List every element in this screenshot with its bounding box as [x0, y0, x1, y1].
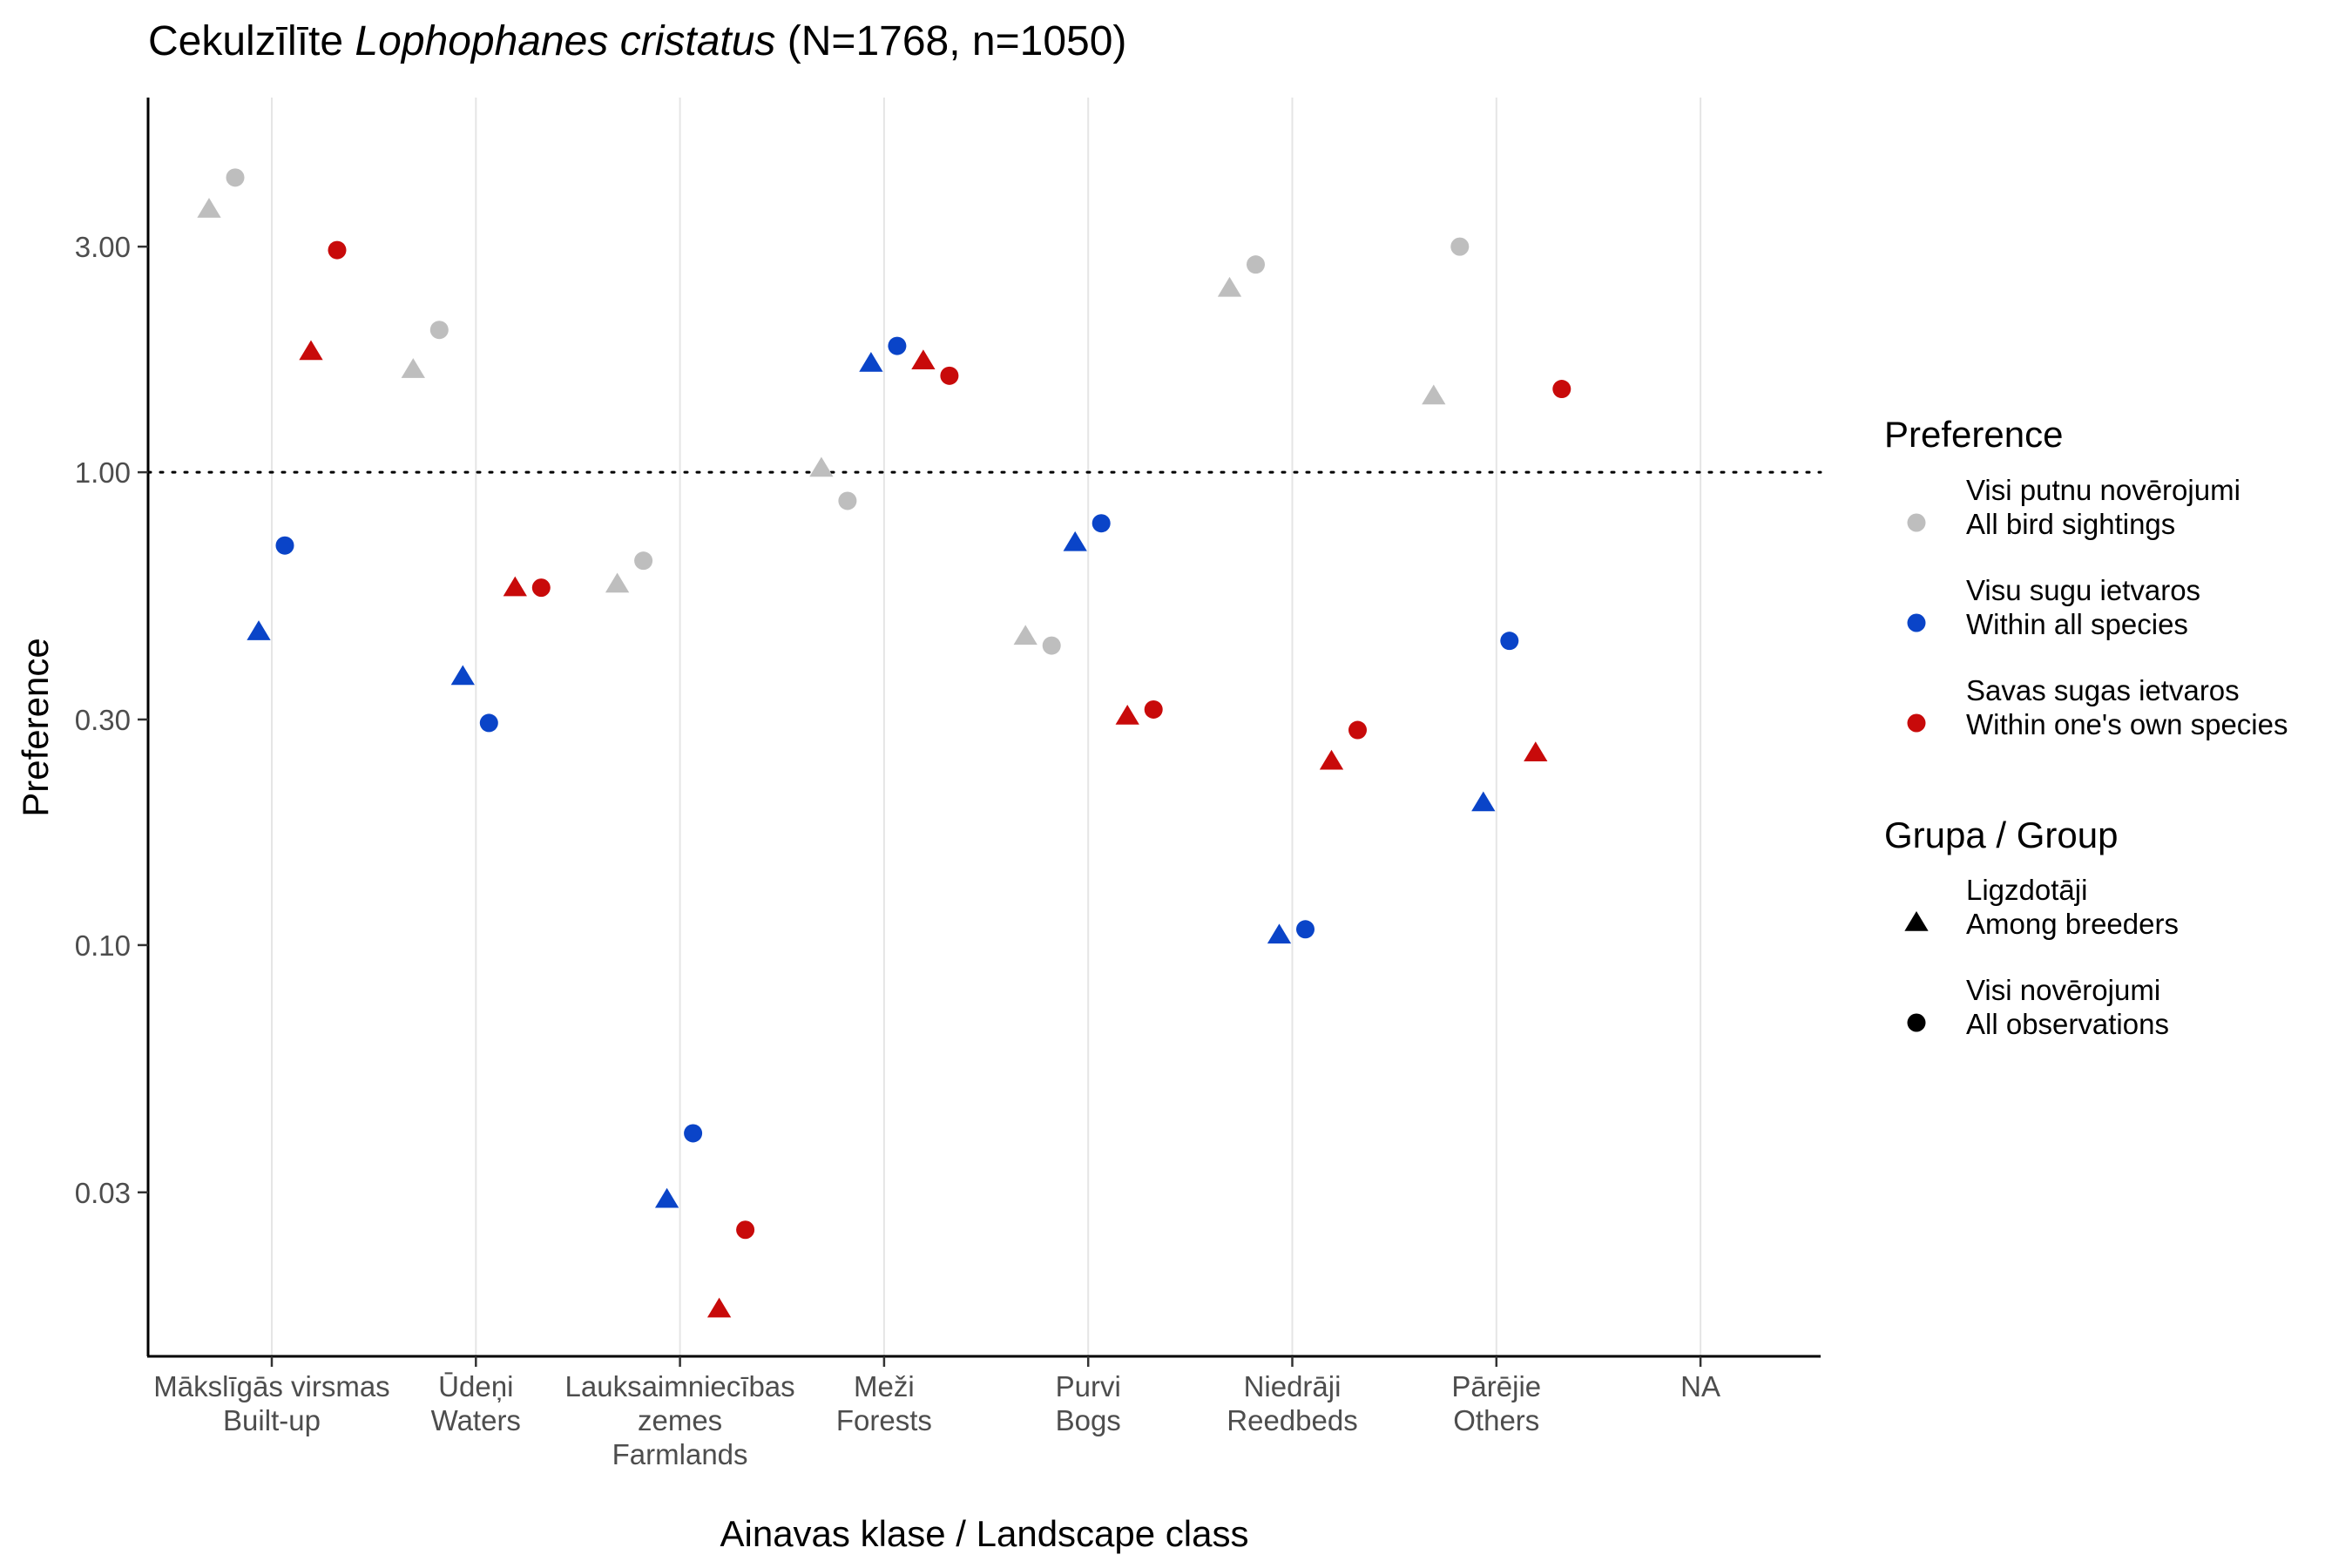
- triangle-point: [1319, 749, 1344, 770]
- legend-label: Within all species: [1966, 608, 2188, 640]
- circle-point: [634, 551, 653, 571]
- triangle-point: [450, 665, 475, 686]
- triangle-point: [1063, 531, 1087, 551]
- y-tick-label: 3.00: [75, 231, 131, 263]
- legend-key-circle: [1907, 513, 1926, 532]
- circle-point: [226, 168, 245, 187]
- x-tick-label: Purvi: [1056, 1370, 1121, 1402]
- triangle-point: [1267, 923, 1292, 944]
- triangle-point: [605, 572, 630, 593]
- x-tick-label: zemes: [638, 1404, 722, 1436]
- x-tick-label: Farmlands: [612, 1438, 748, 1470]
- legend-key-circle: [1907, 713, 1926, 733]
- triangle-point: [1471, 791, 1496, 812]
- triangle-point: [1422, 384, 1446, 405]
- y-axis-ticks: 0.03 0.10 0.30 1.00 3.00: [75, 231, 148, 1209]
- triangle-point: [197, 198, 221, 218]
- circle-point: [1247, 255, 1265, 274]
- legend-label: All bird sightings: [1966, 508, 2175, 540]
- data-points: [197, 168, 1571, 1318]
- triangle-point: [1217, 276, 1242, 297]
- circle-point: [1348, 720, 1367, 740]
- x-tick-label: Waters: [431, 1404, 521, 1436]
- triangle-point: [911, 349, 936, 370]
- legend-label: All observations: [1966, 1008, 2169, 1040]
- triangle-point: [809, 456, 834, 477]
- legend-title-group: Grupa / Group: [1884, 814, 2118, 855]
- x-tick-label: Reedbeds: [1227, 1404, 1357, 1436]
- legend-label: Ligzdotāji: [1966, 874, 2087, 906]
- triangle-point: [247, 620, 271, 640]
- triangle-point: [706, 1297, 732, 1318]
- legend-label: Visi putnu novērojumi: [1966, 474, 2240, 506]
- y-tick-label: 0.03: [75, 1177, 131, 1209]
- y-tick-label: 0.10: [75, 929, 131, 962]
- circle-point: [940, 366, 959, 385]
- x-tick-label: Mākslīgās virsmas: [153, 1370, 389, 1402]
- legend-title-preference: Preference: [1884, 414, 2063, 455]
- legend-key-circle: [1907, 613, 1926, 632]
- y-tick-label: 1.00: [75, 456, 131, 489]
- triangle-point: [401, 358, 425, 378]
- circle-point: [1144, 700, 1163, 719]
- circle-point: [838, 491, 857, 510]
- title-suffix: (N=1768, n=1050): [775, 18, 1126, 64]
- circle-point: [1042, 636, 1061, 655]
- x-tick-label: Ūdeņi: [438, 1370, 513, 1402]
- circle-point: [1552, 380, 1571, 399]
- x-tick-label: Pārējie: [1451, 1370, 1541, 1402]
- y-axis-title: Preference: [15, 638, 56, 816]
- x-tick-label: Built-up: [223, 1404, 321, 1436]
- x-tick-label: Lauksaimniecības: [565, 1370, 795, 1402]
- x-tick-label: Meži: [854, 1370, 915, 1402]
- circle-point: [1450, 237, 1470, 256]
- title-plain: Cekulzīlīte: [148, 18, 355, 64]
- circle-point: [1500, 632, 1519, 651]
- x-tick-label: Bogs: [1056, 1404, 1121, 1436]
- circle-point: [1092, 514, 1111, 533]
- y-tick-label: 0.30: [75, 704, 131, 736]
- circle-point: [736, 1220, 755, 1240]
- legend-label: Savas sugas ietvaros: [1966, 674, 2240, 706]
- triangle-point: [1524, 741, 1548, 762]
- circle-point: [275, 536, 294, 555]
- triangle-point: [1115, 705, 1139, 725]
- legend-key-circle: [1907, 1013, 1926, 1032]
- circle-point: [429, 321, 449, 340]
- gridlines: [271, 98, 1702, 1356]
- circle-point: [328, 240, 347, 260]
- triangle-point: [654, 1187, 679, 1208]
- legend-label: Visu sugu ietvaros: [1966, 574, 2200, 606]
- legend-label: Among breeders: [1966, 908, 2179, 940]
- triangle-point: [299, 340, 323, 361]
- circle-point: [888, 336, 907, 355]
- triangle-point: [859, 352, 883, 372]
- circle-point: [479, 713, 498, 733]
- legend-label: Visi novērojumi: [1966, 974, 2160, 1006]
- legend-label: Within one's own species: [1966, 708, 2288, 740]
- triangle-point: [503, 576, 527, 597]
- circle-point: [531, 578, 551, 598]
- x-axis-title: Ainavas klase / Landscape class: [720, 1513, 1248, 1554]
- chart-title: Cekulzīlīte Lophophanes cristatus (N=176…: [148, 18, 1126, 64]
- x-tick-label: Niedrāji: [1244, 1370, 1342, 1402]
- title-italic: Lophophanes cristatus: [355, 18, 775, 64]
- circle-point: [1296, 920, 1315, 939]
- circle-point: [684, 1124, 703, 1143]
- x-tick-label: NA: [1680, 1370, 1720, 1402]
- x-tick-label: Forests: [836, 1404, 932, 1436]
- legend-key-triangle: [1904, 911, 1929, 931]
- triangle-point: [1013, 625, 1037, 645]
- x-tick-label: Others: [1453, 1404, 1539, 1436]
